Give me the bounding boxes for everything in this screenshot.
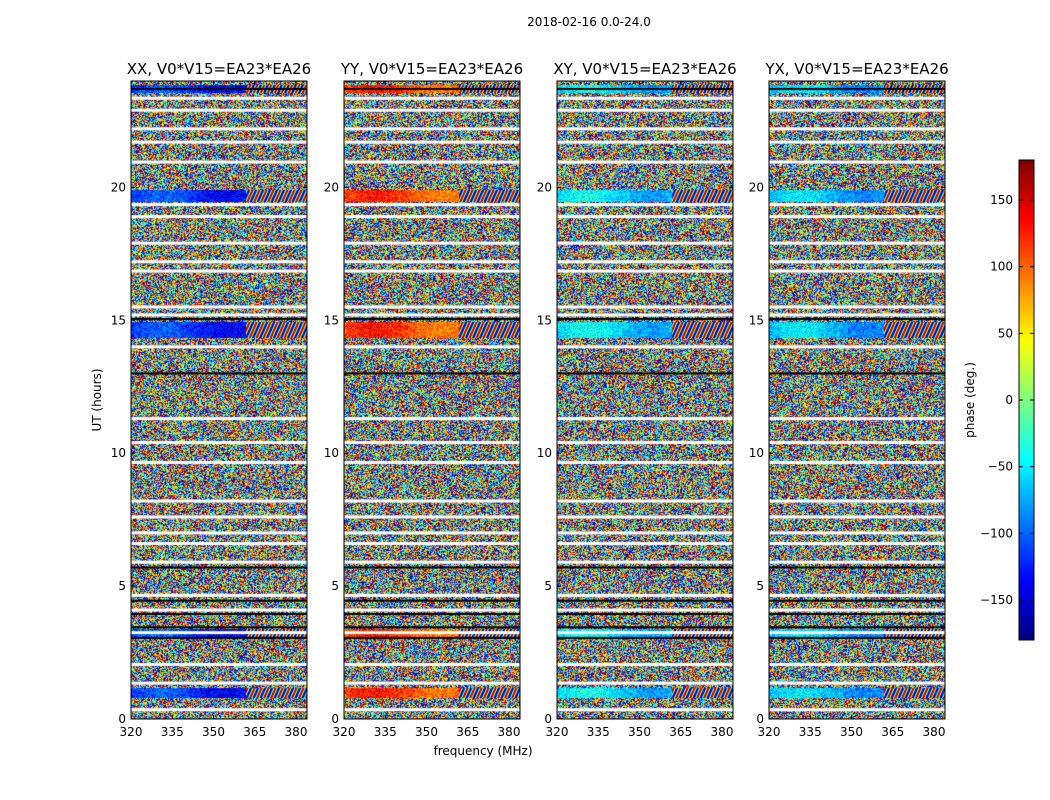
panel-frame bbox=[556, 80, 734, 720]
panel-1: YY, V0*V15=EA23*EA26 320 335 350 365 380 0 5 10 1… bbox=[324, 60, 523, 739]
colorbar-tick-label: −50 bbox=[988, 460, 1013, 474]
x-tick-label: 365 bbox=[881, 725, 904, 739]
x-tick-label: 320 bbox=[546, 725, 569, 739]
y-tick-label: 0 bbox=[756, 712, 764, 726]
heatmap-image-3 bbox=[769, 81, 945, 719]
panel-2: XY, V0*V15=EA23*EA26 320 335 350 365 380 0 5 10 1… bbox=[537, 60, 737, 739]
x-tick-label: 350 bbox=[415, 725, 438, 739]
y-tick-label: 10 bbox=[749, 446, 764, 460]
y-tick-label: 20 bbox=[537, 180, 552, 194]
y-tick-label: 15 bbox=[111, 313, 126, 327]
y-tick-label: 10 bbox=[111, 446, 126, 460]
x-tick-label: 365 bbox=[669, 725, 692, 739]
x-tick-label: 365 bbox=[243, 725, 266, 739]
panel-frame bbox=[130, 80, 308, 720]
y-tick-label: 10 bbox=[537, 446, 552, 460]
x-tick-label: 335 bbox=[161, 725, 184, 739]
panels-group: XX, V0*V15=EA23*EA26 320 335 350 365 380 0 5 10 1… bbox=[111, 60, 949, 739]
x-tick-label: 320 bbox=[120, 725, 143, 739]
x-tick-label: 380 bbox=[498, 725, 521, 739]
colorbar-tick-label: 50 bbox=[998, 326, 1013, 340]
x-tick-label: 365 bbox=[456, 725, 479, 739]
colorbar-label: phase (deg.) bbox=[963, 362, 977, 438]
x-tick-label: 320 bbox=[333, 725, 356, 739]
colorbar: 150 100 50 0 −50 −100 −150 bbox=[980, 159, 1035, 641]
x-tick-label: 335 bbox=[374, 725, 397, 739]
figure-title: 2018-02-16 0.0-24.0 bbox=[527, 15, 651, 29]
heatmap-image-0 bbox=[131, 81, 307, 719]
x-axis-label: frequency (MHz) bbox=[433, 744, 532, 758]
y-tick-label: 20 bbox=[324, 180, 339, 194]
heatmap-image-2 bbox=[557, 81, 733, 719]
panel-3: YX, V0*V15=EA23*EA26 320 335 350 365 380 0 5 10 1… bbox=[749, 60, 949, 739]
heatmap-image-1 bbox=[344, 81, 520, 719]
y-tick-label: 15 bbox=[537, 313, 552, 327]
y-tick-label: 10 bbox=[324, 446, 339, 460]
panel-title: YY, V0*V15=EA23*EA26 bbox=[340, 60, 523, 78]
panel-title: YX, V0*V15=EA23*EA26 bbox=[764, 60, 948, 78]
colorbar-tick-label: −100 bbox=[980, 526, 1013, 540]
panel-frame bbox=[343, 80, 521, 720]
y-tick-label: 0 bbox=[118, 712, 126, 726]
x-tick-label: 380 bbox=[711, 725, 734, 739]
x-tick-label: 380 bbox=[923, 725, 946, 739]
y-tick-label: 5 bbox=[756, 579, 764, 593]
x-tick-label: 350 bbox=[628, 725, 651, 739]
x-tick-label: 335 bbox=[799, 725, 822, 739]
y-tick-label: 15 bbox=[324, 313, 339, 327]
colorbar-tick-label: 0 bbox=[1005, 393, 1013, 407]
y-tick-label: 15 bbox=[749, 313, 764, 327]
x-tick-label: 320 bbox=[758, 725, 781, 739]
colorbar-tick-label: 100 bbox=[990, 260, 1013, 274]
y-tick-label: 5 bbox=[118, 579, 126, 593]
y-tick-label: 20 bbox=[111, 180, 126, 194]
x-tick-label: 335 bbox=[587, 725, 610, 739]
y-tick-label: 5 bbox=[544, 579, 552, 593]
y-axis-label: UT (hours) bbox=[90, 368, 104, 431]
panel-0: XX, V0*V15=EA23*EA26 320 335 350 365 380 0 5 10 1… bbox=[111, 60, 312, 739]
colorbar-tick-label: 150 bbox=[990, 193, 1013, 207]
x-tick-label: 350 bbox=[202, 725, 225, 739]
panel-title: XY, V0*V15=EA23*EA26 bbox=[553, 60, 736, 78]
x-tick-label: 350 bbox=[840, 725, 863, 739]
y-tick-label: 0 bbox=[544, 712, 552, 726]
y-tick-label: 20 bbox=[749, 180, 764, 194]
y-tick-label: 5 bbox=[331, 579, 339, 593]
panel-frame bbox=[768, 80, 946, 720]
panel-title: XX, V0*V15=EA23*EA26 bbox=[127, 60, 311, 78]
y-tick-label: 0 bbox=[331, 712, 339, 726]
colorbar-tick-label: −150 bbox=[980, 593, 1013, 607]
x-tick-label: 380 bbox=[285, 725, 308, 739]
